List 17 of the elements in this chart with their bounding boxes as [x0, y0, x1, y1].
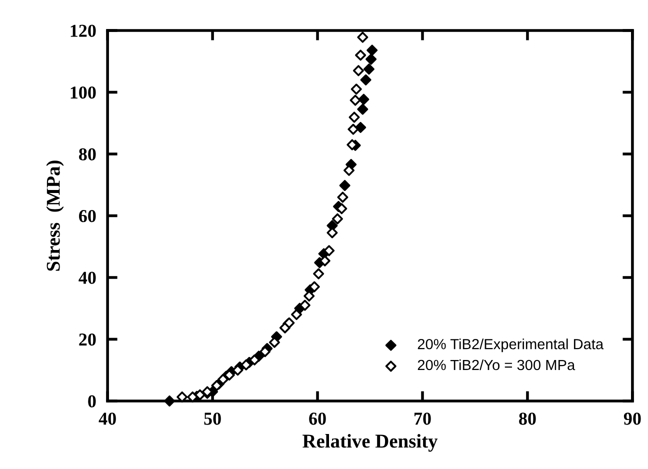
x-tick-label: 80 [519, 412, 536, 425]
x-tick-label: 50 [204, 412, 221, 425]
legend-label: 20% TiB2/Yo = 300 MPa [418, 359, 576, 370]
y-tick-label: 120 [70, 24, 96, 37]
x-tick-label: 90 [624, 412, 641, 425]
y-axis-title: Stress (MPa) [46, 160, 64, 271]
legend-label: 20% TiB2/Experimental Data [418, 338, 604, 352]
y-tick-label: 0 [88, 395, 96, 408]
y-tick-label: 80 [79, 148, 96, 160]
x-tick-label: 60 [309, 412, 326, 425]
y-tick-label: 100 [70, 86, 96, 99]
y-tick-label: 20 [79, 334, 96, 346]
x-tick-label: 70 [414, 412, 431, 425]
x-tick-label: 40 [98, 412, 116, 425]
y-tick-label: 60 [79, 210, 96, 222]
x-axis-title: Relative Density [302, 434, 438, 452]
y-tick-label: 40 [78, 272, 96, 284]
